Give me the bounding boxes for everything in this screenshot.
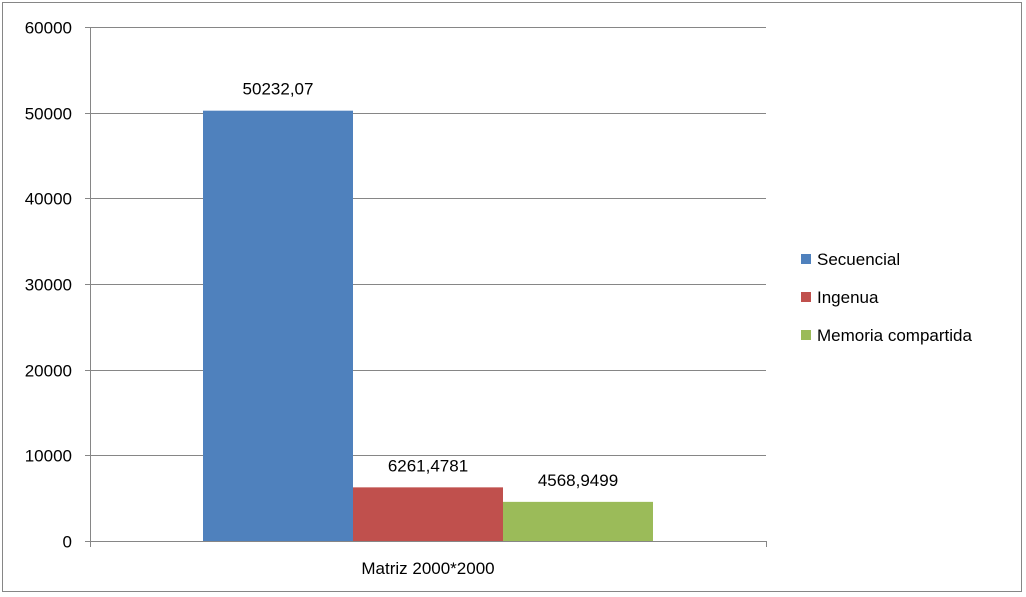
legend-item-ingenua: Ingenua — [801, 288, 879, 307]
data-label: 50232,07 — [243, 80, 314, 99]
data-label: 4568,9499 — [538, 471, 618, 490]
axes: 0 10000 20000 30000 40000 50000 60000 Matriz 20… — [25, 19, 767, 578]
y-tick-label: 50000 — [25, 105, 72, 124]
bars — [203, 110, 653, 542]
bar-secuencial — [203, 110, 353, 542]
legend-label: Ingenua — [817, 288, 879, 307]
data-label: 6261,4781 — [388, 456, 468, 475]
y-tick-label: 0 — [63, 533, 72, 552]
legend-label: Memoria compartida — [817, 326, 972, 345]
legend-label: Secuencial — [817, 250, 900, 269]
legend-swatch — [801, 292, 811, 302]
legend: Secuencial Ingenua Memoria compartida — [801, 250, 972, 345]
legend-swatch — [801, 254, 811, 264]
y-tick-label: 30000 — [25, 276, 72, 295]
legend-item-memoria-compartida: Memoria compartida — [801, 326, 972, 345]
y-tick-label: 20000 — [25, 362, 72, 381]
legend-item-secuencial: Secuencial — [801, 250, 900, 269]
gridlines — [90, 27, 766, 456]
y-tick-label: 10000 — [25, 447, 72, 466]
legend-swatch — [801, 330, 811, 340]
x-tick-label: Matriz 2000*2000 — [361, 559, 494, 578]
bar-memoria-compartida — [503, 501, 653, 541]
y-tick-label: 40000 — [25, 190, 72, 209]
bar-ingenua — [353, 487, 503, 541]
y-tick-label: 60000 — [25, 19, 72, 38]
data-labels: 50232,07 6261,4781 4568,9499 — [243, 80, 619, 490]
